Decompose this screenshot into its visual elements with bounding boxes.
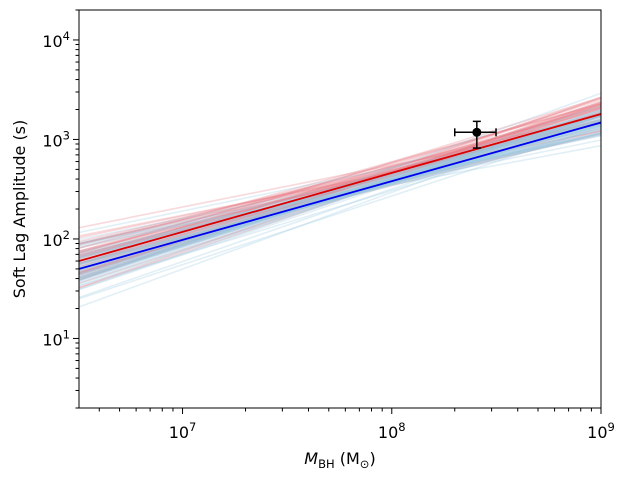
sample-line-blue <box>79 125 601 287</box>
sample-line-red <box>79 115 601 266</box>
sample-line-red <box>79 130 601 237</box>
sample-line-red <box>79 105 601 275</box>
sample-line-blue <box>79 144 601 245</box>
sample-line-red <box>79 96 601 260</box>
sample-line-red <box>79 104 601 275</box>
sample-line-red <box>79 129 601 265</box>
sample-line-blue <box>79 123 601 234</box>
sample-line-red <box>79 107 601 279</box>
y-axis-label: Soft Lag Amplitude (s) <box>10 120 29 299</box>
x-tick-label: 109 <box>587 420 615 442</box>
sample-line-blue <box>79 113 601 291</box>
sample-line-blue <box>79 129 601 258</box>
sample-line-red <box>79 121 601 243</box>
sample-line-blue <box>79 133 601 246</box>
sample-line-blue <box>79 118 601 259</box>
sample-line-blue <box>79 131 601 255</box>
sample-line-blue <box>79 125 601 271</box>
sample-line-red <box>79 114 601 246</box>
sample-line-red <box>79 101 601 281</box>
sample-line-blue <box>79 128 601 266</box>
x-tick-label: 107 <box>169 420 197 442</box>
sample-line-blue <box>79 114 601 285</box>
sample-line-blue <box>79 119 601 276</box>
plot-area <box>79 10 601 408</box>
sample-line-red <box>79 122 601 245</box>
y-tick-label: 101 <box>42 327 70 349</box>
sample-line-red <box>79 132 601 265</box>
sample-line-red <box>79 120 601 258</box>
sample-line-red <box>79 123 601 245</box>
data-point-group <box>454 120 497 149</box>
sample-line-red <box>79 114 601 265</box>
sample-line-blue <box>79 114 601 263</box>
sample-line-red <box>79 121 601 249</box>
y-tick-label: 103 <box>42 128 70 150</box>
sample-line-blue <box>79 117 601 269</box>
axis-ticks: 107 108 109 101 102 103 104 <box>42 9 615 442</box>
sample-line-blue <box>79 126 601 300</box>
sample-line-red <box>79 119 601 254</box>
sample-line-red <box>79 118 601 259</box>
sample-line-blue <box>79 108 601 291</box>
sample-line-blue <box>79 139 601 247</box>
sample-line-red <box>79 111 601 257</box>
sample-line-red <box>79 102 601 254</box>
best-fit-line-red <box>79 113 601 262</box>
sample-line-blue <box>79 120 601 260</box>
sample-line-red <box>79 100 601 279</box>
sample-line-red <box>79 122 601 229</box>
sample-line-red <box>79 133 601 255</box>
sample-line-red <box>79 119 601 253</box>
sample-line-red <box>79 119 601 252</box>
best-fit-line-blue <box>79 121 601 270</box>
sample-line-red <box>79 112 601 258</box>
y-tick-label: 104 <box>42 29 70 51</box>
sample-line-red <box>79 106 601 258</box>
x-tick-label: 108 <box>378 420 406 442</box>
sample-line-blue <box>79 134 601 249</box>
sample-line-red <box>79 112 601 274</box>
posterior-samples <box>79 92 601 308</box>
sample-line-red <box>79 105 601 261</box>
sample-line-blue <box>79 124 601 263</box>
sample-line-red <box>79 103 601 276</box>
sample-line-red <box>79 110 601 289</box>
sample-line-blue <box>79 125 601 259</box>
sample-line-blue <box>79 115 601 273</box>
sample-line-blue <box>79 132 601 263</box>
plot-frame <box>78 9 602 409</box>
sample-line-red <box>79 113 601 245</box>
best-fit-lines <box>79 113 601 270</box>
sample-line-blue <box>79 132 601 265</box>
axis-labels: MBH (M⊙) Soft Lag Amplitude (s) <box>10 120 376 471</box>
sample-line-blue <box>79 131 601 253</box>
sample-line-red <box>79 120 601 268</box>
data-point <box>472 127 482 137</box>
sample-line-red <box>79 103 601 249</box>
sample-line-red <box>79 115 601 267</box>
sample-line-blue <box>79 92 601 281</box>
sample-line-red <box>79 97 601 282</box>
sample-line-blue <box>79 105 601 281</box>
sample-line-blue <box>79 134 601 244</box>
sample-line-red <box>79 113 601 284</box>
sample-line-blue <box>79 112 601 287</box>
sample-line-red <box>79 103 601 276</box>
sample-line-red <box>79 109 601 252</box>
x-axis-label: MBH (M⊙) <box>304 449 375 471</box>
sample-line-red <box>79 102 601 281</box>
sample-line-blue <box>79 112 601 283</box>
y-tick-label: 102 <box>42 228 70 250</box>
sample-line-red <box>79 102 601 255</box>
